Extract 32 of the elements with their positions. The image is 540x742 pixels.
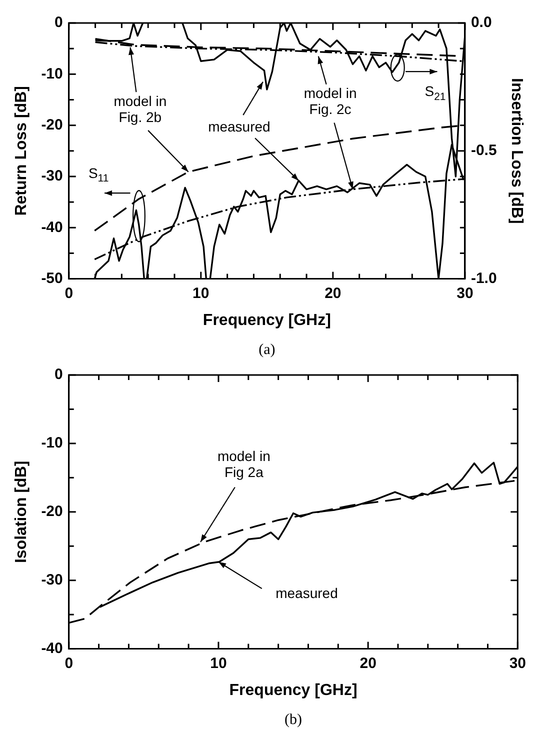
x-tick-label: 20 (360, 654, 376, 672)
x-tick-label: 10 (210, 654, 227, 672)
y-axis-title: Isolation [dB] (13, 460, 30, 564)
text: (a) (258, 342, 276, 358)
x-tick-label: 20 (324, 284, 342, 302)
y-tick-label: -10 (41, 65, 63, 82)
y2-tick-label: -1.0 (470, 270, 497, 287)
y-axis-title: Return Loss [dB] (13, 86, 30, 216)
y-tick-label: -30 (41, 571, 63, 588)
annotation: measured (276, 584, 338, 601)
x-axis-title: Frequency [GHz] (229, 682, 358, 699)
x-tick-label: 10 (192, 284, 210, 302)
y-tick-label: -10 (41, 434, 63, 452)
y-tick-label: -40 (41, 218, 63, 236)
annotation: model in Fig. 2c (304, 85, 357, 118)
annotation: measured (208, 118, 270, 135)
y-tick-label: -20 (41, 503, 63, 520)
y2-tick-label: -0.5 (470, 142, 497, 160)
annotation: model in Fig 2a (217, 448, 270, 480)
x-tick-label: 30 (456, 284, 474, 302)
y-tick-label: -50 (41, 270, 63, 287)
annotation: model in Fig. 2b (114, 92, 167, 125)
y2-tick-label: 0.0 (470, 14, 492, 32)
y2-axis-title: Insertion Loss [dB] (508, 78, 525, 224)
x-tick-label: 30 (509, 654, 526, 672)
y-tick-label: 0 (54, 366, 63, 384)
y-tick-label: -30 (41, 168, 63, 185)
y-tick-label: 0 (54, 14, 63, 32)
y-tick-label: -40 (41, 640, 63, 657)
text: (b) (284, 712, 302, 728)
x-axis-title: Frequency [GHz] (202, 312, 331, 329)
y-tick-label: -20 (41, 116, 63, 134)
